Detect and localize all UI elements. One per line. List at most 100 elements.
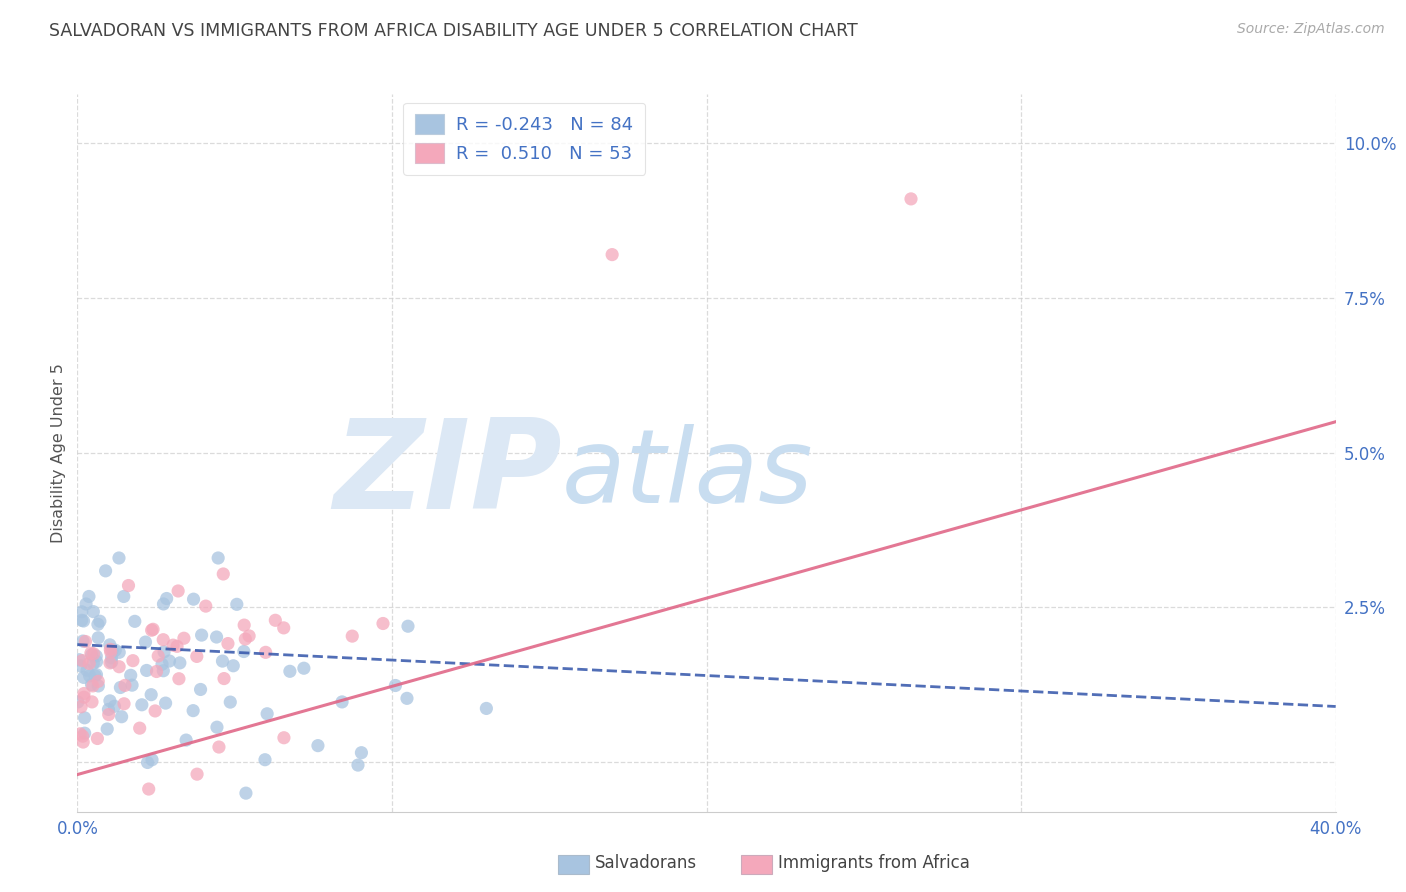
Point <box>186 767 208 781</box>
Point <box>70 699 93 714</box>
Point <box>155 696 177 710</box>
Point <box>142 622 165 636</box>
Point <box>87 617 110 632</box>
Point <box>217 636 239 650</box>
Point <box>141 624 163 638</box>
Point <box>233 618 256 632</box>
Point <box>104 643 127 657</box>
Point <box>70 613 93 627</box>
Point <box>207 551 229 566</box>
Point <box>166 640 188 654</box>
Point <box>183 592 205 607</box>
Point <box>69 659 91 673</box>
Point <box>350 746 373 760</box>
Point <box>152 664 174 678</box>
Point <box>150 657 173 672</box>
Point <box>396 619 419 633</box>
Point <box>235 786 257 800</box>
Text: Immigrants from Africa: Immigrants from Africa <box>778 855 969 872</box>
Point <box>900 192 922 206</box>
Point <box>194 599 217 614</box>
Point <box>82 605 104 619</box>
Point <box>80 648 103 662</box>
Point <box>135 664 157 678</box>
Point <box>84 669 107 683</box>
Point <box>330 695 353 709</box>
Point <box>152 597 174 611</box>
Point <box>87 631 110 645</box>
Point <box>67 653 90 667</box>
Point <box>97 702 120 716</box>
Point <box>208 739 231 754</box>
Point <box>167 672 190 686</box>
Point <box>108 551 131 566</box>
Point <box>205 720 228 734</box>
Point <box>148 648 170 663</box>
Point <box>253 753 276 767</box>
Point <box>131 698 153 712</box>
Point <box>117 578 139 592</box>
Point <box>124 615 146 629</box>
Point <box>80 646 103 660</box>
Point <box>134 635 156 649</box>
Point <box>98 638 121 652</box>
Point <box>70 605 93 619</box>
Point <box>264 613 287 627</box>
Point <box>75 597 97 611</box>
Point <box>77 657 100 671</box>
Point <box>600 247 623 261</box>
Point <box>73 690 96 705</box>
Point <box>87 679 110 693</box>
Point <box>205 630 228 644</box>
Point <box>73 686 96 700</box>
Point <box>254 645 277 659</box>
Point <box>307 739 329 753</box>
Point <box>136 756 159 770</box>
Point <box>103 699 125 714</box>
Point <box>72 735 94 749</box>
Point <box>232 644 254 658</box>
Point <box>347 758 370 772</box>
Point <box>273 621 295 635</box>
Text: Salvadorans: Salvadorans <box>595 855 697 872</box>
Point <box>212 672 235 686</box>
Point <box>110 681 132 695</box>
Point <box>120 668 142 682</box>
Point <box>173 632 195 646</box>
Point <box>108 645 131 659</box>
Point <box>152 632 174 647</box>
Point <box>256 706 278 721</box>
Text: Source: ZipAtlas.com: Source: ZipAtlas.com <box>1237 22 1385 37</box>
Point <box>167 584 190 599</box>
Point <box>96 722 118 736</box>
Point <box>86 731 108 746</box>
Point <box>112 697 135 711</box>
Point <box>114 678 136 692</box>
Point <box>278 665 301 679</box>
Point <box>222 658 245 673</box>
Point <box>97 707 120 722</box>
Point <box>371 616 394 631</box>
Point <box>79 669 101 683</box>
Point <box>292 661 315 675</box>
Point <box>80 695 103 709</box>
Point <box>141 688 163 702</box>
Point <box>94 564 117 578</box>
Point <box>77 590 100 604</box>
Point <box>80 677 103 691</box>
Point <box>98 694 121 708</box>
Text: SALVADORAN VS IMMIGRANTS FROM AFRICA DISABILITY AGE UNDER 5 CORRELATION CHART: SALVADORAN VS IMMIGRANTS FROM AFRICA DIS… <box>49 22 858 40</box>
Point <box>156 591 179 606</box>
Point <box>273 731 295 745</box>
Point <box>73 711 96 725</box>
Point <box>86 655 108 669</box>
Point <box>75 634 97 648</box>
Point <box>73 726 96 740</box>
Point <box>143 704 166 718</box>
Point <box>72 654 94 668</box>
Point <box>110 709 132 723</box>
Point <box>72 729 94 743</box>
Point <box>395 691 418 706</box>
Point <box>174 733 197 747</box>
Point <box>162 638 184 652</box>
